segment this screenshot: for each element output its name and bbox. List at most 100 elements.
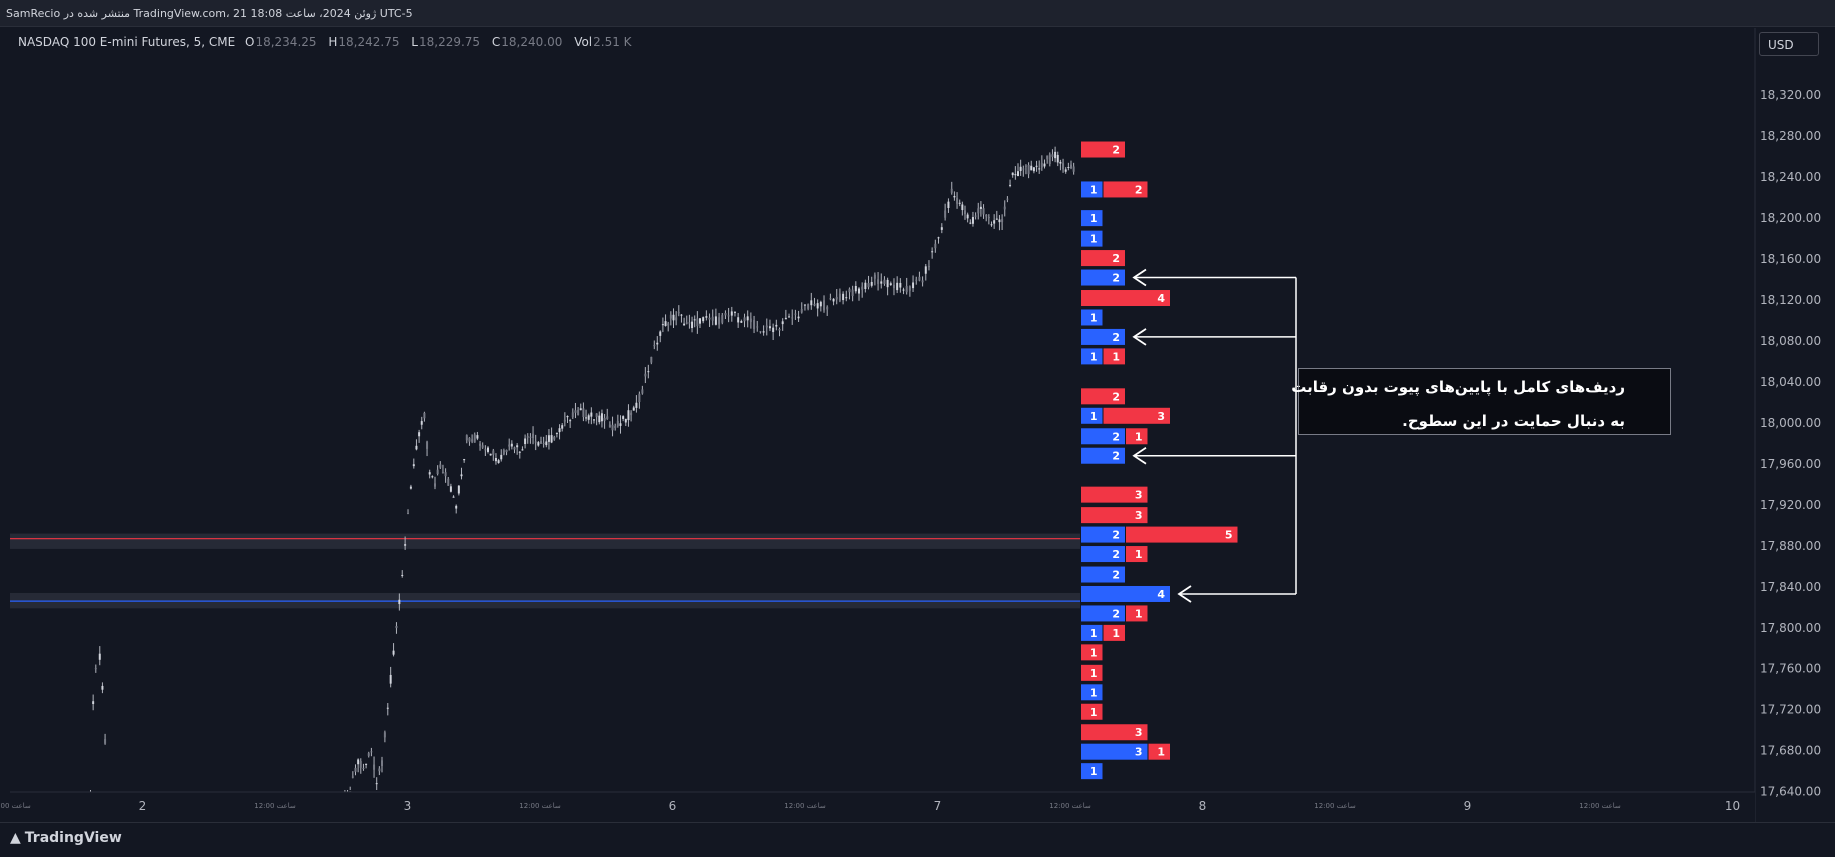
time-tick-label: ساعت 12:00	[0, 802, 31, 810]
candle-body	[1054, 151, 1057, 159]
candle-body	[924, 266, 927, 274]
open-key: O	[245, 35, 255, 49]
candle-body	[877, 279, 880, 284]
footprint-ask-label: 4	[1157, 292, 1165, 305]
time-tick-label: 9	[1464, 799, 1472, 813]
candle-body	[977, 208, 980, 214]
candle-body	[420, 421, 423, 425]
footprint-ask-bar	[1081, 486, 1148, 503]
price-tick-label: 18,160.00	[1760, 252, 1821, 266]
time-tick-label: ساعت 12:00	[519, 802, 561, 810]
candle-body	[395, 625, 398, 629]
footprint-ask-label: 1	[1135, 607, 1143, 620]
candle-body	[542, 442, 545, 444]
footprint-bid-label: 3	[1135, 746, 1143, 759]
candle-body	[1072, 166, 1075, 172]
price-tick-label: 17,960.00	[1760, 457, 1821, 471]
annotation-arrow-head	[1177, 585, 1192, 603]
time-tick-label: 7	[934, 799, 942, 813]
candle-body	[781, 321, 784, 325]
price-tick-label: 18,000.00	[1760, 416, 1821, 430]
price-tick-label: 17,840.00	[1760, 580, 1821, 594]
candle-body	[1062, 163, 1065, 170]
candle-body	[561, 425, 564, 429]
candle-body	[439, 464, 442, 468]
footprint-ask-bar	[1126, 605, 1148, 622]
footprint-bid-bar	[1081, 309, 1103, 326]
currency-button[interactable]: USD	[1759, 32, 1819, 56]
time-axis-background	[0, 792, 1755, 822]
candle-body	[431, 476, 434, 478]
low-value: 18,229.75	[418, 35, 481, 49]
footprint-bid-label: 1	[1090, 627, 1098, 640]
candle-body	[423, 412, 426, 419]
footprint-bid-bar	[1081, 181, 1103, 198]
candle-body	[912, 282, 915, 289]
candle-body	[606, 416, 609, 419]
candle-body	[838, 293, 841, 301]
candle-body	[899, 282, 902, 288]
candle-body	[746, 316, 749, 321]
candle-body	[449, 486, 452, 492]
candle-body	[659, 331, 662, 336]
price-axis-background	[1755, 28, 1835, 822]
annotation-text-box[interactable]: ردیف‌های کامل با پایین‌های پیوت بدون رقا…	[1291, 368, 1671, 435]
footprint-ask-label: 2	[1112, 252, 1120, 265]
candle-body	[614, 425, 617, 429]
close-value: 18,240.00	[501, 35, 563, 49]
candle-body	[582, 408, 585, 418]
candle-body	[718, 317, 721, 325]
footprint-bid-label: 2	[1112, 569, 1120, 582]
candle-body	[412, 464, 415, 467]
candle-body	[537, 442, 540, 446]
candle-body	[603, 417, 606, 421]
footprint-ask-label: 3	[1135, 509, 1143, 522]
footprint-bid-label: 2	[1112, 548, 1120, 561]
candle-body	[873, 274, 876, 279]
candle-body	[835, 296, 838, 300]
candle-body	[765, 325, 768, 328]
candle-body	[101, 685, 104, 690]
candle-body	[1048, 154, 1051, 165]
candle-body	[524, 438, 527, 445]
candle-body	[788, 316, 791, 318]
candle-body	[680, 314, 683, 316]
candle-body	[705, 316, 708, 318]
candle-body	[826, 306, 829, 310]
publish-info: SamRecio منتشر شده در TradingView.com، 2…	[6, 7, 413, 20]
price-tick-label: 18,040.00	[1760, 375, 1821, 389]
candle-body	[386, 707, 389, 709]
candle-body	[743, 317, 746, 322]
candle-body	[566, 416, 569, 418]
candle-body	[502, 450, 505, 455]
candle-body	[982, 208, 985, 215]
footprint-bid-bar	[1081, 763, 1103, 780]
low-key: L	[411, 35, 418, 49]
candle-body	[964, 210, 966, 215]
candle-body	[797, 316, 800, 319]
footprint-ask-label: 3	[1135, 726, 1143, 739]
candle-body	[590, 412, 593, 417]
candle-body	[845, 297, 848, 299]
price-tick-label: 18,120.00	[1760, 293, 1821, 307]
tradingview-logo[interactable]: ▲ TradingView	[10, 830, 122, 846]
candle-body	[600, 413, 603, 422]
candle-body	[1003, 206, 1006, 210]
high-value: 18,242.75	[338, 35, 400, 49]
candle-body	[1017, 171, 1019, 177]
candle-body	[426, 441, 429, 449]
candle-body	[775, 324, 778, 327]
candle-body	[749, 318, 752, 323]
candle-body	[1011, 172, 1014, 176]
candle-body	[708, 317, 711, 320]
candle-body	[1022, 168, 1025, 170]
candle-body	[404, 544, 407, 546]
candle-body	[816, 303, 819, 309]
candle-body	[104, 739, 107, 744]
candle-body	[624, 418, 627, 423]
symbol-name: NASDAQ 100 E-mini Futures, 5, CME	[18, 35, 236, 49]
candles	[89, 146, 1075, 809]
annotation-arrow-head	[1132, 446, 1147, 465]
footprint-ask-bar	[1081, 664, 1103, 681]
